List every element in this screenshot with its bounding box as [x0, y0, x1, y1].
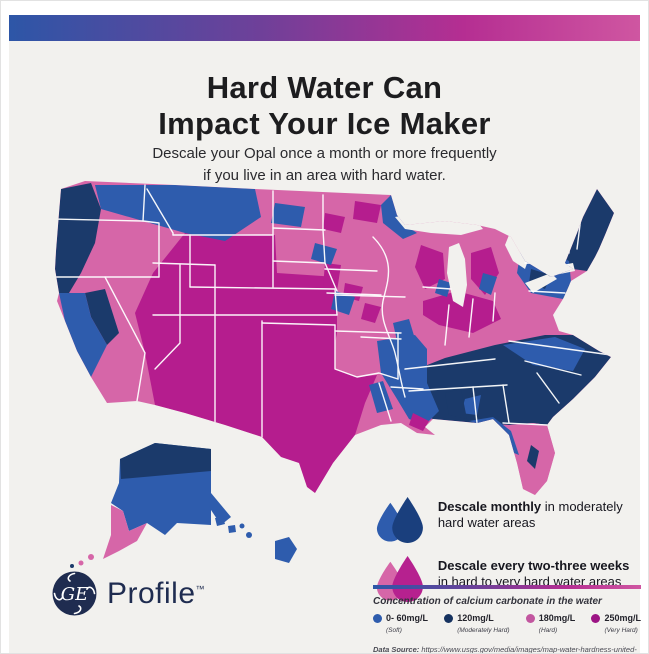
- title-line-2: Impact Your Ice Maker: [158, 105, 491, 141]
- hardness-regions: [55, 183, 614, 495]
- legend-label: 250mg/L (Very Hard): [604, 613, 641, 634]
- note-rest: in moderately hard water areas: [437, 499, 623, 531]
- soft-dot-icon: [373, 614, 382, 623]
- legend-item-hard: 180mg/L (Hard): [525, 613, 576, 635]
- legend-sublabel: (Moderately Hard): [457, 626, 510, 634]
- note-emphasis: Descale monthly: [437, 499, 542, 514]
- us-water-hardness-map: [55, 181, 614, 568]
- droplet-moderate: [392, 497, 423, 543]
- state-borders: [55, 184, 612, 438]
- note-moderately-hard: Descale monthly in moderately hard water…: [375, 496, 641, 544]
- ge-profile-logo: GE Profile™: [51, 570, 205, 617]
- legend-item-very-hard: 250mg/L (Very Hard): [591, 613, 641, 635]
- legend-item-soft: 0- 60mg/L (Soft): [373, 613, 428, 635]
- subtitle-line-2: if you live in an area with hard water.: [203, 166, 446, 184]
- legend-label: 120mg/L (Moderately Hard): [457, 613, 510, 634]
- note-text: Descale monthly in moderately hard water…: [438, 496, 641, 532]
- blue-droplets-icon: [376, 497, 423, 543]
- note-emphasis: Descale every two-three weeks: [437, 558, 630, 573]
- very-hard-dot-icon: [591, 614, 601, 623]
- legend-sublabel: (Very Hard): [604, 626, 638, 634]
- descale-notes: Descale monthly in moderately hard water…: [375, 496, 641, 614]
- droplet-very-hard: [392, 556, 423, 602]
- legend-title: Concentration of calcium carbonate in th…: [373, 596, 602, 607]
- legend-items: 0- 60mg/L (Soft) 120mg/L (Moderately Hard)…: [373, 613, 641, 635]
- page-subtitle: Descale your Opal once a month or more f…: [1, 143, 648, 187]
- data-source-label: Data Source:: [373, 644, 420, 654]
- hard-dot-icon: [525, 614, 535, 623]
- brand-name-text: Profile: [107, 576, 196, 610]
- legend-sublabel: (Soft): [386, 626, 402, 634]
- pink-droplets-icon: [376, 556, 423, 602]
- data-source-url: https://www.usgs.gov/media/images/map-wa…: [421, 644, 637, 654]
- page-title: Hard Water Can Impact Your Ice Maker: [1, 70, 648, 142]
- subtitle-line-1: Descale your Opal once a month or more f…: [152, 145, 497, 162]
- legend-gradient-rule: [373, 585, 641, 589]
- legend-label: 0- 60mg/L (Soft): [386, 613, 429, 634]
- top-gradient-bar: [9, 15, 640, 41]
- legend-label: 180mg/L (Hard): [538, 613, 576, 634]
- data-source: Data Source: https://www.usgs.gov/media/…: [373, 644, 641, 654]
- svg-text:GE: GE: [61, 584, 89, 605]
- hardness-legend: Concentration of calcium carbonate in th…: [373, 585, 641, 654]
- hawaii: [200, 508, 297, 563]
- legend-sublabel: (Hard): [538, 626, 558, 634]
- ge-monogram-icon: GE: [52, 571, 97, 616]
- title-line-1: Hard Water Can: [206, 69, 443, 105]
- moderately-hard-dot-icon: [444, 614, 454, 623]
- brand-name: Profile™: [107, 577, 205, 611]
- legend-item-moderately-hard: 120mg/L (Moderately Hard): [444, 613, 510, 635]
- trademark: ™: [195, 583, 206, 594]
- alaska: [70, 443, 231, 568]
